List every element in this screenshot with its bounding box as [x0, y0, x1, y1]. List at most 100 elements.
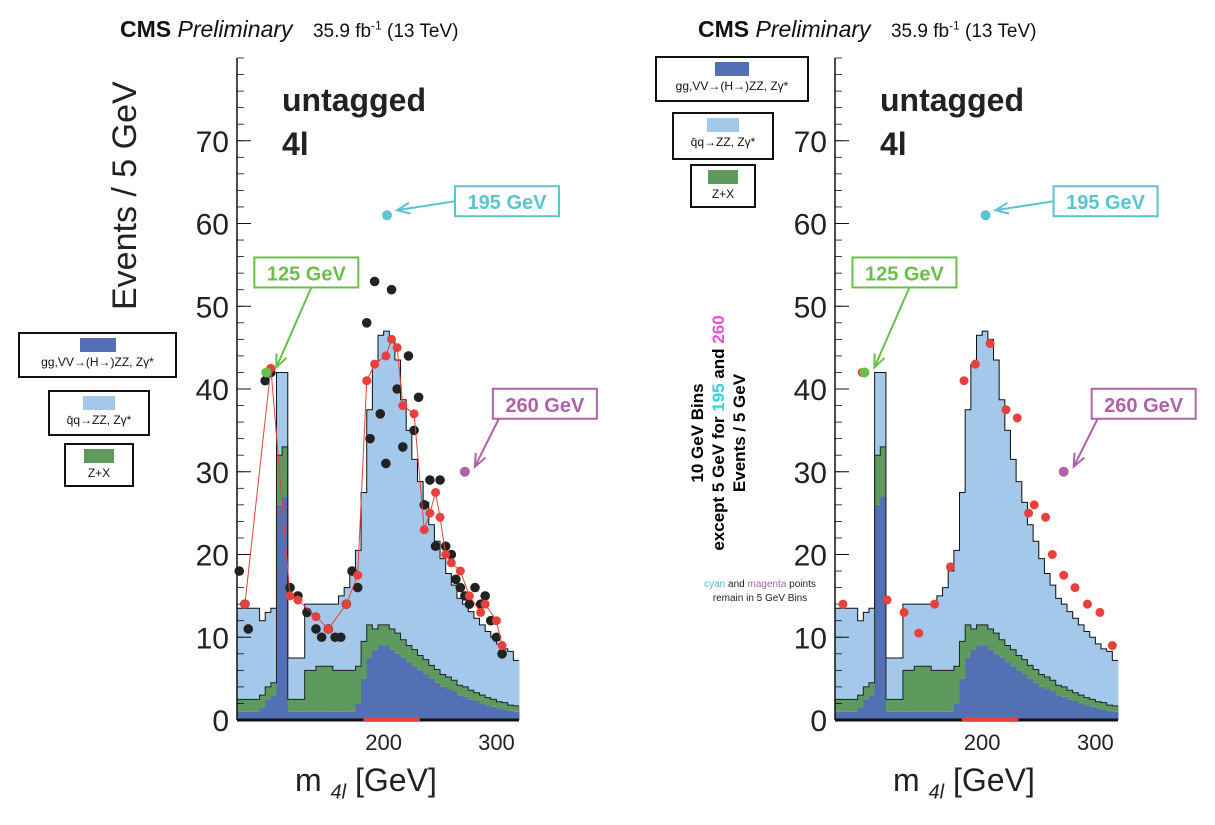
hist-bar-ggH	[451, 691, 458, 720]
fit-point	[497, 641, 507, 651]
hist-bar-qqZZ	[959, 492, 966, 642]
hist-bar-ggH	[846, 711, 853, 720]
fit-point	[446, 558, 456, 568]
legend-zx: Z+X	[64, 443, 134, 487]
hist-bar-zx	[1044, 676, 1051, 689]
hist-bar-zx	[925, 666, 932, 712]
hist-bar-ggH	[389, 649, 396, 720]
hist-bar-ggH	[338, 711, 345, 720]
hist-bar-ggH	[948, 711, 955, 720]
hist-bar-ggH	[485, 705, 492, 720]
y-tick-label: 60	[196, 209, 229, 242]
fit-point	[323, 624, 333, 634]
hist-bar-qqZZ	[310, 604, 317, 671]
annotation-arrow-green	[275, 287, 313, 368]
hist-bar-ggH	[1072, 700, 1079, 720]
hist-bar-zx	[253, 699, 261, 712]
hist-bar-ggH	[914, 711, 921, 720]
data-point	[316, 632, 327, 643]
hist-bar-zx	[490, 699, 497, 707]
y-tick-label: 70	[794, 126, 827, 159]
hist-bar-zx	[914, 666, 921, 712]
hist-bar-zx	[1027, 665, 1034, 679]
hist-bar-zx	[1078, 695, 1085, 704]
hist-bar-zx	[999, 639, 1006, 658]
fit-point	[899, 607, 909, 617]
hist-bar-qqZZ	[389, 339, 396, 629]
hist-bar-zx	[987, 628, 994, 650]
hist-bar-zx	[344, 670, 351, 712]
data-point	[451, 574, 461, 585]
hist-bar-zx	[451, 680, 458, 692]
hist-bar-ggH	[372, 649, 379, 720]
hist-bar-qqZZ	[400, 399, 407, 640]
hist-bar-ggH	[366, 657, 373, 720]
hist-bar-qqZZ	[1033, 541, 1040, 670]
legend-ggH-swatch	[79, 338, 116, 352]
data-point	[470, 582, 480, 593]
hist-bar-ggH	[327, 711, 334, 720]
hist-bar-ggH	[953, 703, 961, 720]
hist-bar-zx	[891, 699, 898, 712]
hist-bar-qqZZ	[1072, 618, 1079, 693]
hist-bar-zx	[1101, 702, 1108, 710]
hist-bar-zx	[942, 670, 949, 712]
hist-bar-qqZZ	[265, 612, 272, 687]
hist-bar-ggH	[270, 695, 277, 720]
hist-bar-qqZZ	[976, 335, 983, 625]
hist-bar-ggH	[287, 711, 294, 720]
y-tick-label: 30	[196, 457, 229, 490]
annotation-label-cyan: 195 GeV	[468, 192, 548, 214]
y-tick-label: 20	[196, 540, 229, 573]
hist-bar-qqZZ	[1112, 660, 1119, 706]
hist-bar-ggH	[993, 653, 1000, 720]
hist-bar-qqZZ	[270, 608, 277, 683]
hist-bar-ggH	[265, 699, 272, 720]
hist-bar-qqZZ	[868, 608, 876, 683]
hist-bar-qqZZ	[485, 631, 492, 698]
hist-bar-zx	[1038, 674, 1045, 687]
annotation-point-magenta	[459, 466, 470, 477]
hist-bar-zx	[265, 686, 272, 700]
hist-bar-zx	[434, 669, 441, 683]
hist-bar-zx	[835, 699, 842, 712]
hist-bar-qqZZ	[1004, 430, 1011, 646]
hist-bar-qqZZ	[440, 558, 447, 675]
x-tick-label: 200	[964, 730, 1001, 755]
hist-bar-ggH	[496, 708, 503, 720]
fit-point	[985, 338, 995, 348]
hist-bar-zx	[902, 670, 910, 712]
fit-point	[398, 401, 408, 411]
hist-bar-zx	[389, 628, 396, 650]
hist-bar-ggH	[276, 504, 283, 720]
data-point	[491, 632, 502, 643]
hist-bar-ggH	[456, 695, 464, 720]
hist-bar-ggH	[417, 670, 424, 720]
hist-bar-zx	[936, 670, 944, 712]
fit-point	[464, 591, 474, 601]
data-point	[440, 541, 451, 552]
hist-bar-qqZZ	[1016, 481, 1023, 656]
hist-bar-ggH	[1061, 696, 1068, 720]
hist-bar-zx	[885, 699, 893, 712]
hist-bar-qqZZ	[462, 604, 469, 687]
hist-bar-qqZZ	[304, 604, 311, 671]
annotation-point-magenta	[1058, 466, 1069, 477]
annotation-arrowhead-magenta	[1072, 452, 1085, 470]
data-point	[455, 582, 466, 593]
hist-bar-qqZZ	[1101, 648, 1108, 703]
fit-point	[1001, 405, 1011, 415]
hist-bar-zx	[485, 697, 492, 706]
hist-bar-zx	[1004, 645, 1011, 663]
fit-point	[455, 566, 465, 576]
fit-point	[1041, 512, 1051, 522]
fit-point	[882, 595, 892, 605]
annotation-box-green	[253, 256, 360, 289]
hist-bar-ggH	[248, 711, 255, 720]
hist-bar-qqZZ	[1095, 643, 1102, 702]
hist-bar-zx	[970, 628, 977, 650]
annotation-point-cyan	[382, 210, 393, 221]
fit-point	[1070, 583, 1080, 593]
data-point	[352, 582, 363, 593]
hist-bar-zx	[959, 641, 966, 679]
